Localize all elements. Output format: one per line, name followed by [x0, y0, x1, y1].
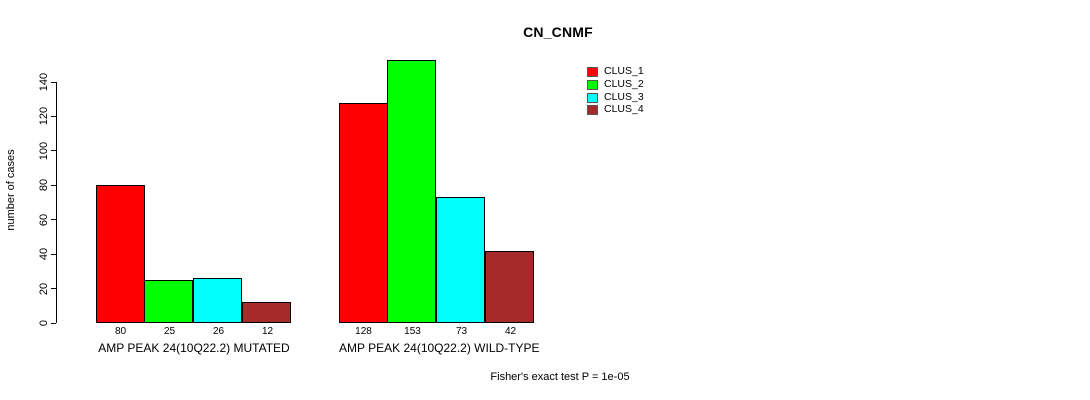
bar-clus_2	[144, 280, 193, 323]
y-axis-tick	[51, 184, 56, 186]
bar-clus_2	[387, 60, 436, 323]
chart-title: CN_CNMF	[523, 24, 593, 40]
bar-value-label: 73	[455, 326, 468, 337]
y-axis-tick	[51, 288, 56, 290]
group-axis-label: AMP PEAK 24(10Q22.2) MUTATED	[98, 341, 290, 355]
legend-label-clus_4: CLUS_4	[604, 103, 644, 116]
bar-value-label: 25	[163, 326, 176, 337]
legend-label-clus_3: CLUS_3	[604, 90, 644, 103]
y-axis-line	[56, 82, 57, 323]
fisher-test-annotation: Fisher's exact test P = 1e-05	[490, 371, 630, 383]
y-axis-tick	[51, 115, 56, 117]
y-axis-tick-label: 120	[38, 107, 50, 126]
y-axis-tick	[51, 253, 56, 255]
legend-swatch-clus_1	[587, 67, 598, 77]
y-axis-tick	[51, 219, 56, 221]
bar-clus_4	[242, 302, 291, 323]
legend-label-clus_1: CLUS_1	[604, 65, 644, 77]
y-axis-tick-label: 60	[38, 213, 50, 226]
bar-clus_3	[436, 197, 485, 323]
bar-value-label: 80	[114, 326, 127, 337]
bar-clus_1	[339, 103, 388, 323]
bar-value-label: 128	[355, 326, 372, 337]
y-axis-tick-label: 40	[38, 248, 50, 261]
group-axis-label: AMP PEAK 24(10Q22.2) WILD-TYPE	[339, 341, 540, 355]
y-axis-tick	[51, 81, 56, 83]
bar-clus_4	[485, 251, 534, 323]
y-axis-tick	[51, 322, 56, 324]
bar-value-label: 26	[212, 326, 225, 337]
y-axis-tick-label: 80	[38, 179, 50, 192]
y-axis-tick-label: 0	[38, 319, 50, 327]
bar-value-label: 153	[404, 326, 421, 337]
y-axis-label: number of cases	[5, 149, 17, 231]
y-axis-tick	[51, 150, 56, 152]
bar-clus_1	[96, 185, 145, 323]
y-axis-tick-label: 140	[38, 72, 50, 92]
y-axis-tick-label: 20	[38, 282, 50, 295]
legend-swatch-clus_3	[587, 92, 598, 103]
y-axis-tick-label: 100	[38, 141, 50, 161]
bar-value-label: 12	[261, 326, 274, 337]
legend-label-clus_2: CLUS_2	[604, 77, 644, 90]
bar-value-label: 42	[504, 326, 517, 337]
legend-swatch-clus_2	[587, 79, 598, 90]
legend-swatch-clus_4	[587, 105, 598, 116]
bar-clus_3	[193, 278, 242, 323]
